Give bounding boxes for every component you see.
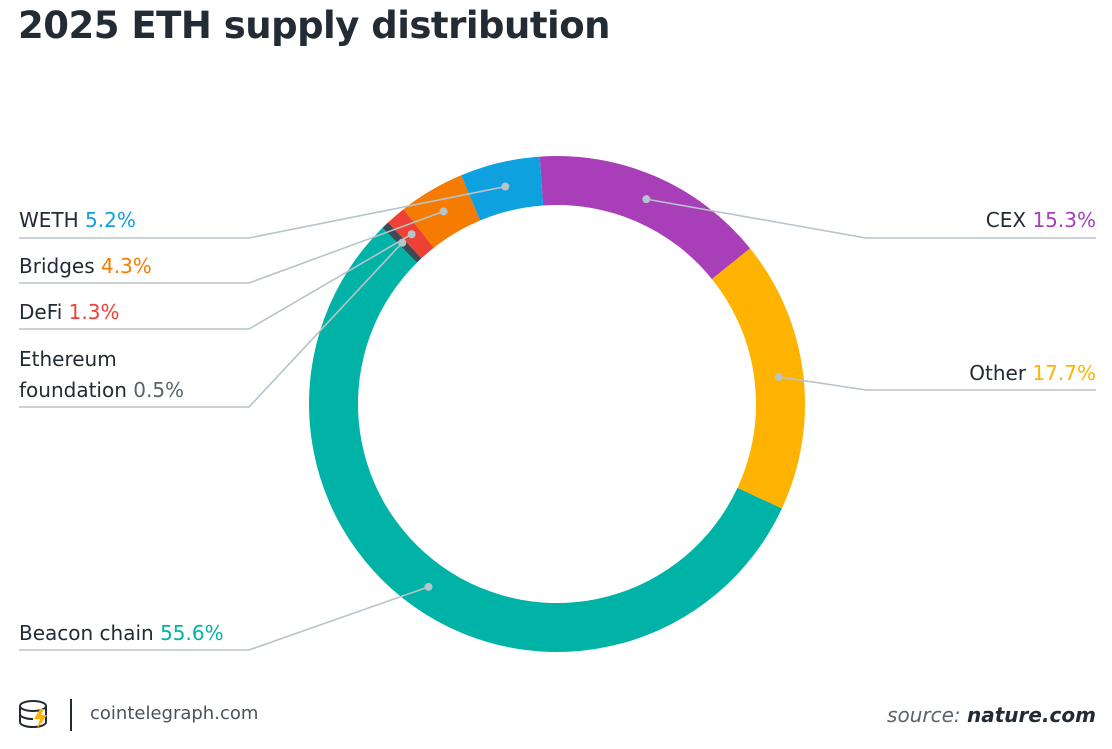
label-ethereum-foundation: Ethereum foundation 0.5% [19, 347, 184, 402]
leader-dot-cex [642, 195, 651, 204]
source-credit: source: nature.com [887, 703, 1096, 727]
label-defi: DeFi 1.3% [19, 300, 119, 324]
label-weth: WETH 5.2% [19, 208, 136, 232]
slice-beacon-chain [309, 227, 782, 653]
donut-slices [309, 156, 805, 653]
label-cex: CEX 15.3% [986, 208, 1096, 232]
leader-dot-bridges [439, 207, 448, 216]
leader-line-other [778, 376, 1096, 391]
footer-divider [70, 699, 72, 731]
leader-dot-defi [407, 230, 416, 239]
site-link[interactable]: cointelegraph.com [90, 703, 259, 724]
slice-cex [539, 156, 751, 280]
slice-labels: CEX 15.3% Other 17.7% Beacon chain 55.6% Et… [19, 208, 1096, 645]
source-prefix: source: [887, 703, 961, 727]
leader-dot-other [774, 372, 783, 381]
label-bridges: Bridges 4.3% [19, 254, 152, 278]
footer: cointelegraph.com source: nature.com [0, 689, 1112, 749]
label-other: Other 17.7% [969, 361, 1096, 385]
leader-lines [19, 182, 1096, 651]
leader-line-defi [19, 233, 413, 330]
source-name: nature.com [967, 703, 1096, 727]
leader-line-bridges [19, 210, 444, 284]
leader-line-beacon-chain [19, 586, 429, 651]
cointelegraph-logo-icon[interactable] [16, 695, 56, 735]
leader-dot-beacon-chain [424, 582, 433, 591]
donut-chart: CEX 15.3% Other 17.7% Beacon chain 55.6% Et… [19, 156, 1096, 653]
slice-other [711, 248, 805, 509]
label-beacon-chain: Beacon chain 55.6% [19, 621, 224, 645]
leader-dot-weth [501, 182, 510, 191]
chart-title: 2025 ETH supply distribution [18, 4, 611, 47]
leader-line-cex [646, 198, 1096, 239]
leader-line-ethereum-foundation [19, 242, 403, 408]
leader-line-weth [19, 185, 506, 239]
